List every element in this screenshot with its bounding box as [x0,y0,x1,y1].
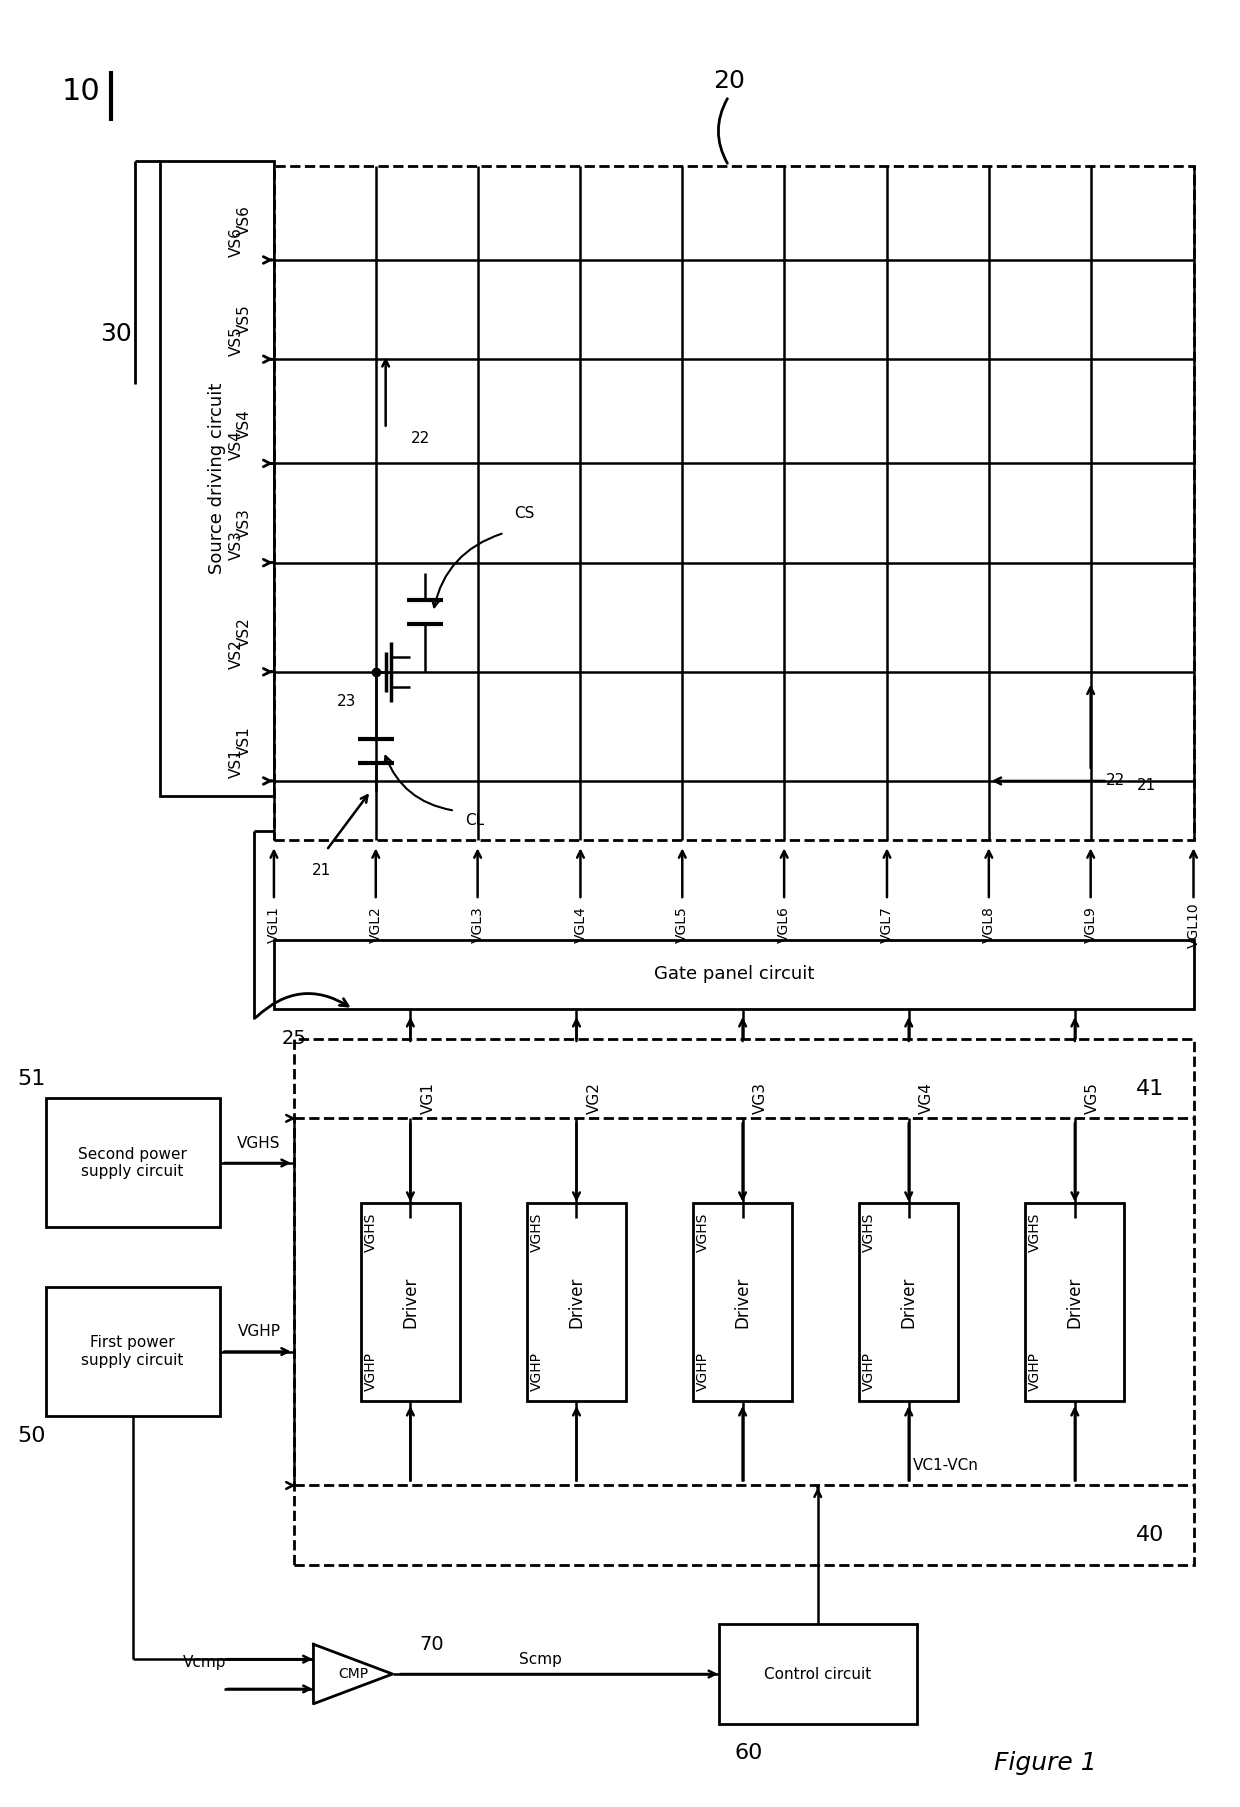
Text: VGL5: VGL5 [676,907,689,943]
Text: 60: 60 [734,1744,763,1764]
Text: VGHS: VGHS [1028,1212,1043,1252]
Text: VGL2: VGL2 [368,907,383,943]
Text: Figure 1: Figure 1 [994,1751,1096,1774]
Text: Vcmp: Vcmp [184,1655,227,1670]
Text: VG2: VG2 [587,1082,601,1115]
Bar [859,1203,959,1400]
Text: Driver: Driver [900,1276,918,1328]
Text: First power
supply circuit: First power supply circuit [82,1335,184,1368]
Text: VGHP: VGHP [862,1352,877,1391]
Text: VS2: VS2 [237,618,252,647]
Text: VS4: VS4 [237,408,252,439]
Text: Control circuit: Control circuit [764,1666,872,1682]
Text: VG1: VG1 [420,1082,435,1115]
Text: VGL6: VGL6 [777,907,791,943]
Text: VG5: VG5 [1085,1082,1100,1115]
Text: 41: 41 [1136,1079,1164,1099]
Text: CS: CS [513,506,534,520]
Text: VS3: VS3 [237,508,252,538]
Bar [1025,1203,1125,1400]
Text: Driver: Driver [402,1276,419,1328]
Text: VGHP: VGHP [529,1352,544,1391]
Text: VS6: VS6 [229,228,244,257]
Text: VGHP: VGHP [1028,1352,1043,1391]
Text: VGL1: VGL1 [267,907,281,943]
Bar [361,1203,460,1400]
Bar [46,1287,219,1417]
Text: VS1: VS1 [229,748,244,779]
Text: Driver: Driver [1066,1276,1084,1328]
Text: VGHP: VGHP [238,1325,280,1339]
Text: VC1-VCn: VC1-VCn [914,1458,980,1473]
Text: VGHS: VGHS [363,1212,378,1252]
Bar [693,1203,792,1400]
Text: Source driving circuit: Source driving circuit [207,383,226,575]
Text: VGL9: VGL9 [1084,907,1097,943]
Text: 21: 21 [1137,779,1157,793]
Text: VGL3: VGL3 [471,907,485,943]
Bar [160,161,274,795]
Text: Driver: Driver [734,1276,751,1328]
Text: VS5: VS5 [229,327,244,356]
Text: VG3: VG3 [753,1082,768,1115]
Text: Second power
supply circuit: Second power supply circuit [78,1147,187,1180]
Text: 30: 30 [100,322,131,347]
Text: VS2: VS2 [229,640,244,669]
Bar [294,1039,1194,1565]
Text: VGL4: VGL4 [573,907,588,943]
Text: 51: 51 [17,1068,46,1088]
Text: CL: CL [465,813,484,828]
Text: 40: 40 [1136,1525,1164,1545]
Text: Driver: Driver [568,1276,585,1328]
Text: Scmp: Scmp [520,1652,562,1666]
Text: VG4: VG4 [919,1082,934,1115]
Text: VGHS: VGHS [529,1212,544,1252]
Text: VGHS: VGHS [237,1135,280,1151]
Bar [719,1624,916,1724]
Text: 20: 20 [713,69,745,94]
Text: VS1: VS1 [237,726,252,755]
Text: 10: 10 [62,76,100,107]
Text: VGHS: VGHS [862,1212,877,1252]
Text: 22: 22 [1106,773,1125,788]
Bar [274,940,1194,1008]
Text: VGHP: VGHP [696,1352,711,1391]
Text: VS6: VS6 [237,206,252,235]
Text: 25: 25 [281,1030,306,1048]
Text: VS3: VS3 [229,529,244,560]
Text: 70: 70 [420,1635,444,1653]
Bar [46,1099,219,1227]
Bar [527,1203,626,1400]
Text: 50: 50 [17,1426,46,1446]
Text: VGL10: VGL10 [1187,902,1200,947]
Text: VGL7: VGL7 [880,907,894,943]
Text: CMP: CMP [339,1668,368,1681]
Text: Gate panel circuit: Gate panel circuit [653,965,813,983]
Text: 23: 23 [336,694,356,708]
Text: 22: 22 [410,432,430,446]
Text: VS5: VS5 [237,305,252,334]
Bar [274,166,1194,840]
Text: VGL8: VGL8 [982,907,996,943]
Text: VGHS: VGHS [696,1212,711,1252]
Text: 21: 21 [311,862,331,878]
Text: VS4: VS4 [229,430,244,461]
Text: VGHP: VGHP [363,1352,378,1391]
